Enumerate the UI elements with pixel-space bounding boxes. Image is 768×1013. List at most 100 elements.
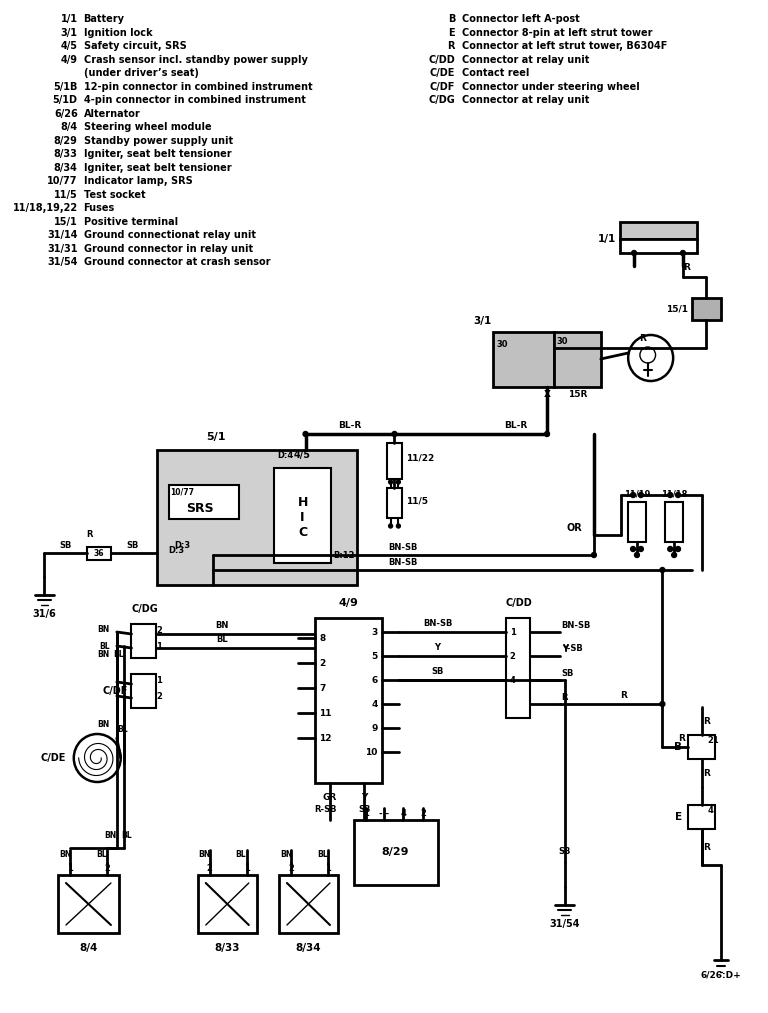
Text: 11/5: 11/5 [406, 496, 429, 505]
Text: R: R [86, 530, 93, 539]
Text: SB: SB [432, 667, 444, 676]
Text: Connector at relay unit: Connector at relay unit [462, 55, 589, 65]
Bar [628, 502, 646, 542]
Text: 10/77: 10/77 [47, 176, 78, 186]
Bar [493, 332, 554, 387]
Text: 1: 1 [325, 864, 331, 873]
Text: 2: 2 [319, 658, 326, 668]
Text: 8/4: 8/4 [61, 122, 78, 132]
Text: 6: 6 [372, 676, 378, 685]
Text: C/DF: C/DF [102, 686, 127, 696]
Bar [554, 332, 601, 387]
Bar [386, 488, 402, 518]
Circle shape [634, 552, 640, 557]
Text: 4/9: 4/9 [61, 55, 78, 65]
Text: 9: 9 [372, 723, 378, 732]
Text: 11/18,19,22: 11/18,19,22 [12, 203, 78, 213]
Text: D:3: D:3 [169, 545, 185, 554]
Text: 1: 1 [156, 641, 162, 650]
Text: GR: GR [323, 793, 337, 802]
Text: BL: BL [217, 635, 228, 644]
Text: Connector at left strut tower, B6304F: Connector at left strut tower, B6304F [462, 41, 667, 51]
Text: Igniter, seat belt tensioner: Igniter, seat belt tensioner [84, 149, 231, 159]
Text: BL: BL [96, 850, 107, 859]
Text: 5/1: 5/1 [206, 432, 225, 442]
Text: Y-SB: Y-SB [561, 644, 582, 653]
Text: Positive terminal: Positive terminal [84, 217, 177, 227]
Text: 2: 2 [156, 625, 162, 634]
Text: Connector under steering wheel: Connector under steering wheel [462, 81, 640, 91]
Text: C/DF: C/DF [430, 81, 455, 91]
Text: BL: BL [99, 641, 110, 650]
Circle shape [389, 524, 392, 528]
Text: H
I
C: H I C [297, 496, 308, 539]
Text: BL: BL [117, 724, 127, 733]
Text: Connector left A-post: Connector left A-post [462, 14, 580, 24]
Text: 5: 5 [372, 651, 378, 660]
Text: 3/1: 3/1 [473, 316, 492, 326]
Text: 1: 1 [67, 864, 73, 873]
Text: C/DD: C/DD [429, 55, 455, 65]
Circle shape [680, 250, 685, 255]
Circle shape [638, 546, 644, 551]
Text: Y: Y [435, 643, 441, 652]
Circle shape [672, 552, 677, 557]
Bar [131, 624, 156, 658]
Text: 4/5: 4/5 [61, 41, 78, 51]
Text: Y: Y [561, 645, 568, 654]
Text: BN: BN [199, 850, 211, 859]
Text: BN: BN [104, 831, 116, 840]
Text: 8/34: 8/34 [296, 943, 321, 953]
Text: Connector at relay unit: Connector at relay unit [462, 95, 589, 105]
Text: BL: BL [121, 831, 132, 840]
Bar [506, 618, 531, 718]
Text: R: R [640, 334, 647, 343]
Text: R-SB: R-SB [314, 805, 336, 814]
Circle shape [392, 432, 397, 437]
Text: B:12: B:12 [333, 550, 354, 559]
Text: Steering wheel module: Steering wheel module [84, 122, 211, 132]
Text: 11: 11 [319, 708, 332, 717]
Text: BN-SB: BN-SB [561, 621, 591, 630]
Text: C/DG: C/DG [132, 604, 158, 614]
Text: 2: 2 [104, 864, 110, 873]
Text: BN-SB: BN-SB [423, 619, 452, 628]
Circle shape [396, 524, 400, 528]
Text: Contact reel: Contact reel [462, 68, 529, 78]
Text: 4/9: 4/9 [339, 598, 359, 608]
Text: Safety circuit, SRS: Safety circuit, SRS [84, 41, 187, 51]
Bar [688, 735, 715, 759]
Text: BN: BN [98, 719, 110, 728]
Circle shape [660, 701, 665, 706]
Text: 15/1: 15/1 [666, 305, 688, 313]
Text: 4: 4 [707, 805, 713, 814]
Text: 2: 2 [288, 864, 294, 873]
Text: 8/33: 8/33 [54, 149, 78, 159]
Text: SRS: SRS [186, 502, 214, 515]
Text: 3: 3 [372, 627, 378, 636]
Circle shape [545, 432, 549, 437]
Bar [692, 298, 721, 320]
Circle shape [631, 546, 635, 551]
Bar [88, 547, 111, 560]
Text: BL: BL [236, 850, 247, 859]
Text: 3/1: 3/1 [61, 27, 78, 37]
Text: BN-SB: BN-SB [389, 558, 418, 567]
Bar [354, 820, 438, 885]
Text: 21: 21 [707, 735, 719, 745]
Text: D:4: D:4 [277, 451, 293, 460]
Text: Test socket: Test socket [84, 189, 145, 200]
Text: R: R [620, 691, 627, 700]
Text: 7: 7 [319, 684, 326, 693]
Text: 12: 12 [319, 733, 332, 743]
Text: Ground connector at crash sensor: Ground connector at crash sensor [84, 257, 270, 267]
Text: 1/1: 1/1 [598, 234, 617, 244]
Circle shape [668, 492, 673, 497]
Text: 8/34: 8/34 [54, 162, 78, 172]
Text: 15R: 15R [568, 390, 587, 399]
Text: Ignition lock: Ignition lock [84, 27, 152, 37]
Text: 4: 4 [372, 700, 378, 708]
Text: SB: SB [60, 541, 72, 550]
Text: X: X [544, 390, 551, 399]
Text: 8/29: 8/29 [54, 136, 78, 146]
